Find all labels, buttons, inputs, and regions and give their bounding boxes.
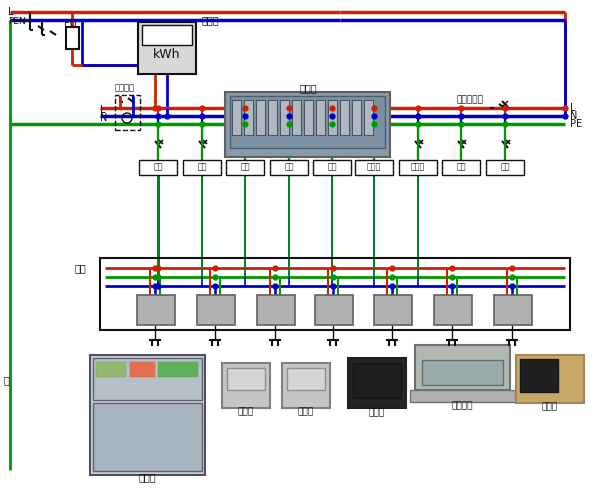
Bar (287, 368, 325, 390)
Bar (244, 100, 253, 135)
Bar (313, 160, 351, 175)
Bar (100, 258, 570, 330)
Bar (355, 160, 393, 175)
Text: 热水器: 热水器 (411, 162, 425, 171)
Text: L: L (570, 103, 575, 113)
Text: 配电笱: 配电笱 (299, 83, 317, 93)
Text: 装: 装 (3, 375, 9, 385)
Bar (137, 295, 175, 325)
Text: 电冰笱: 电冰笱 (138, 472, 156, 482)
Text: 插座: 插座 (327, 162, 337, 171)
Bar (348, 358, 406, 408)
Bar (96, 362, 126, 377)
Text: 电度表: 电度表 (202, 15, 220, 25)
Text: 空调: 空调 (197, 162, 207, 171)
Bar (364, 100, 373, 135)
Text: N: N (100, 113, 107, 123)
Bar (353, 363, 401, 398)
Bar (225, 92, 390, 157)
Text: 空调: 空调 (240, 162, 250, 171)
Bar (328, 100, 337, 135)
Bar (315, 295, 353, 325)
Bar (230, 96, 385, 148)
Text: PEN: PEN (8, 16, 26, 26)
Text: FU: FU (64, 19, 77, 29)
Bar (93, 403, 202, 471)
Bar (520, 359, 558, 392)
Bar (256, 100, 265, 135)
Text: PE: PE (570, 119, 582, 129)
Bar (422, 360, 503, 385)
Bar (292, 100, 301, 135)
Bar (139, 160, 177, 175)
Text: 漏电开关: 漏电开关 (115, 84, 135, 93)
Text: 插座: 插座 (284, 162, 294, 171)
Bar (93, 358, 202, 400)
Text: L: L (8, 7, 14, 17)
Bar (158, 362, 198, 377)
Bar (516, 355, 584, 403)
Text: 微波炉: 微波炉 (542, 402, 558, 411)
Bar (90, 355, 205, 475)
Text: 厅房: 厅房 (153, 162, 163, 171)
Bar (232, 100, 241, 135)
Bar (410, 390, 515, 402)
Bar (226, 160, 264, 175)
Bar (434, 295, 472, 325)
Bar (494, 295, 532, 325)
Bar (142, 25, 192, 45)
Bar (268, 100, 277, 135)
Bar (130, 362, 155, 377)
Bar (282, 363, 330, 408)
Text: 电饭煎: 电饭煎 (238, 407, 254, 416)
Bar (399, 160, 437, 175)
Bar (270, 160, 308, 175)
Bar (340, 100, 349, 135)
Text: 热水器: 热水器 (367, 162, 381, 171)
Bar (138, 22, 196, 74)
Text: 厨房: 厨房 (75, 263, 87, 273)
Bar (352, 100, 361, 135)
Text: N: N (570, 111, 577, 121)
Bar (442, 160, 480, 175)
Text: 照明: 照明 (456, 162, 466, 171)
Text: 电磁炉: 电磁炉 (369, 408, 385, 417)
Bar (227, 368, 265, 390)
Bar (415, 345, 510, 390)
Bar (115, 95, 140, 130)
Text: L: L (100, 105, 106, 115)
Bar (197, 295, 235, 325)
Text: 照明: 照明 (500, 162, 510, 171)
Bar (222, 363, 270, 408)
Text: kWh: kWh (153, 49, 181, 61)
Bar (183, 160, 221, 175)
Text: 电饭煎: 电饭煎 (298, 407, 314, 416)
Bar (280, 100, 289, 135)
Text: 吸油烟机: 吸油烟机 (451, 401, 473, 410)
Text: 照明总开关: 照明总开关 (457, 96, 484, 104)
Bar (304, 100, 313, 135)
Bar (316, 100, 325, 135)
Bar (374, 295, 412, 325)
Bar (486, 160, 524, 175)
Bar (66, 27, 79, 49)
Bar (257, 295, 295, 325)
